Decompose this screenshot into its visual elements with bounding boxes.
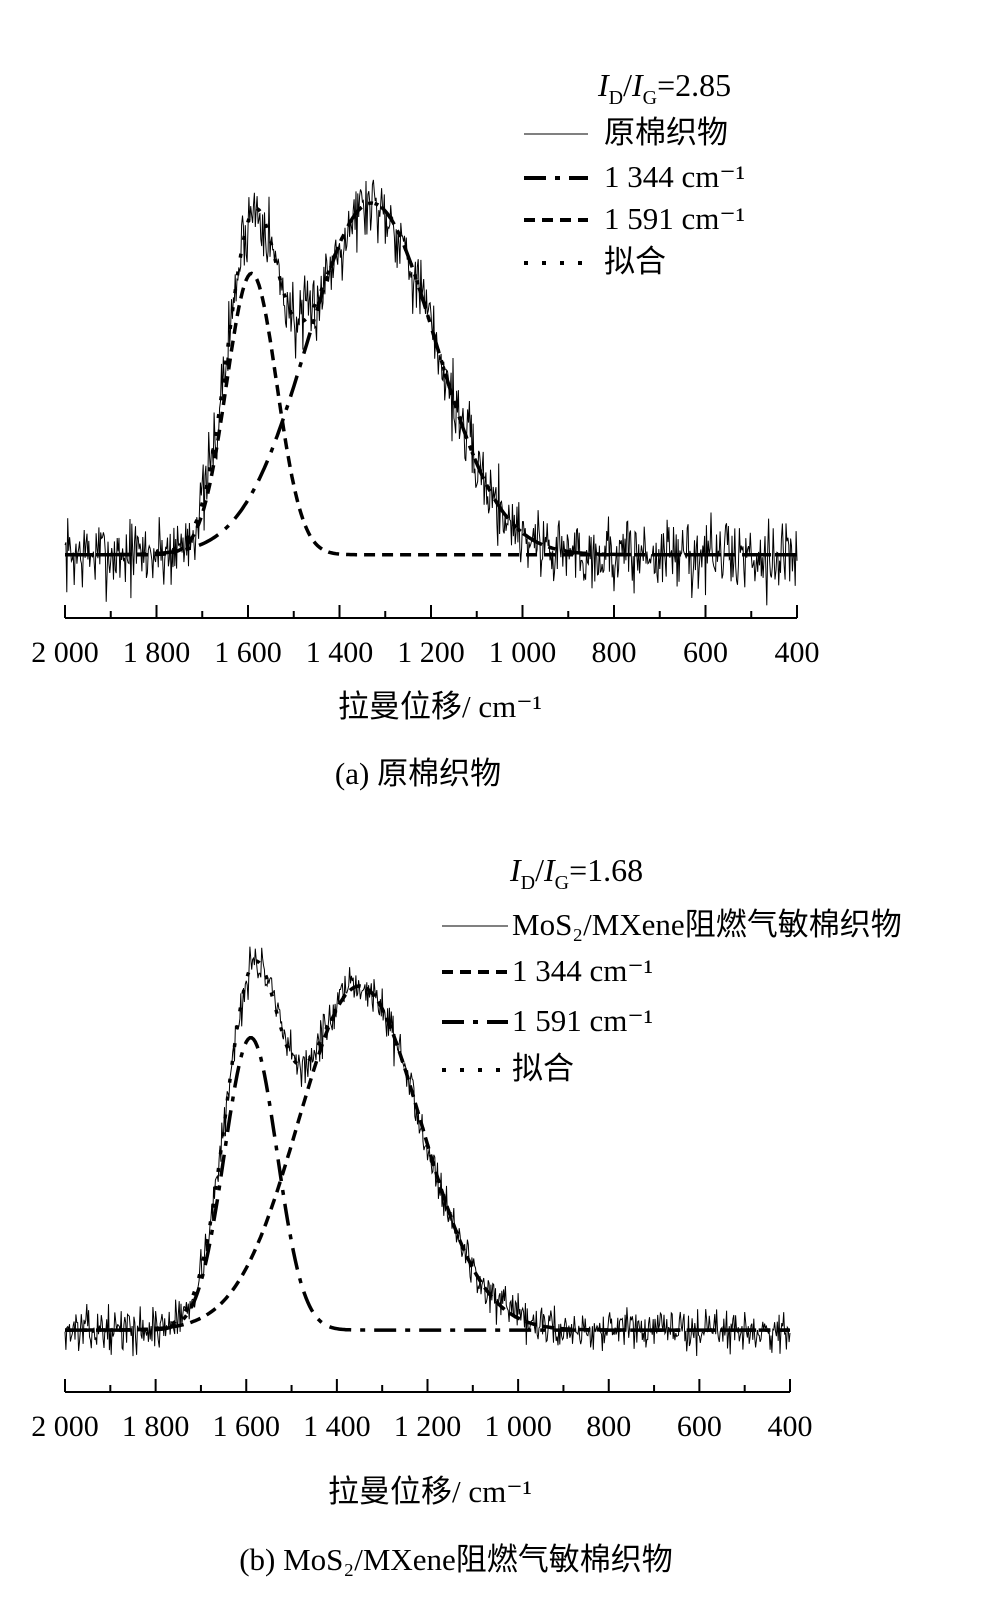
raw-spectrum-line bbox=[64, 179, 798, 606]
x-tick-label: 1 000 bbox=[489, 636, 557, 669]
x-tick-label: 400 bbox=[768, 1410, 813, 1443]
x-tick-label: 400 bbox=[775, 636, 820, 669]
panel-a-legend: 原棉织物 1 344 cm⁻¹ 1 591 cm⁻¹ 拟合 bbox=[524, 115, 745, 279]
panel-b: 2 000 1 800 1 600 1 400 1 200 1 000 800 600 400 … bbox=[31, 852, 901, 1577]
x-tick-label: 2 000 bbox=[31, 1410, 99, 1443]
x-tick-label: 1 200 bbox=[394, 1410, 462, 1443]
legend-label-d-band: 1 344 cm⁻¹ bbox=[604, 159, 745, 194]
panel-b-caption: (b) MoS₂/MXene阻燃气敏棉织物 bbox=[239, 1542, 673, 1577]
legend-label-raw: 原棉织物 bbox=[604, 115, 728, 150]
x-tick-label: 1 200 bbox=[397, 636, 465, 669]
panel-b-x-axis: 2 000 1 800 1 600 1 400 1 200 1 000 800 600 400 bbox=[31, 1379, 813, 1443]
x-tick-label: 800 bbox=[586, 1410, 631, 1443]
legend-label-fit: 拟合 bbox=[512, 1051, 574, 1086]
x-tick-label: 1 400 bbox=[303, 1410, 371, 1443]
panel-b-x-axis-title: 拉曼位移/ cm⁻¹ bbox=[328, 1474, 532, 1509]
panel-a-x-axis: 2 000 1 800 1 600 1 400 1 200 1 000 800 600 400 bbox=[31, 605, 820, 669]
x-tick-label: 1 400 bbox=[306, 636, 374, 669]
panel-b-series-layer bbox=[64, 946, 791, 1357]
panel-a-caption: (a) 原棉织物 bbox=[335, 756, 501, 791]
panel-a-x-axis-title: 拉曼位移/ cm⁻¹ bbox=[338, 689, 542, 724]
cumulative-fit-line bbox=[65, 959, 790, 1332]
panel-a-ratio-label: ID/IG=2.85 bbox=[597, 67, 731, 109]
raw-spectrum-line bbox=[64, 946, 791, 1357]
x-tick-label: 1 600 bbox=[213, 1410, 281, 1443]
legend-label-raw: MoS₂/MXene阻燃气敏棉织物 bbox=[512, 907, 902, 942]
cumulative-fit-line bbox=[65, 201, 797, 557]
x-tick-label: 1 600 bbox=[214, 636, 282, 669]
x-tick-label: 2 000 bbox=[31, 636, 99, 669]
legend-label-d-band: 1 344 cm⁻¹ bbox=[512, 953, 653, 988]
legend-label-g-band: 1 591 cm⁻¹ bbox=[604, 201, 745, 236]
x-tick-label: 600 bbox=[677, 1410, 722, 1443]
x-tick-label: 600 bbox=[683, 636, 728, 669]
fit-peak-1330-line bbox=[65, 201, 797, 557]
legend-label-g-band: 1 591 cm⁻¹ bbox=[512, 1003, 653, 1038]
x-tick-label: 800 bbox=[592, 636, 637, 669]
panel-a-series-layer bbox=[64, 179, 798, 606]
x-tick-label: 1 800 bbox=[122, 1410, 190, 1443]
x-tick-label: 1 000 bbox=[484, 1410, 552, 1443]
legend-label-fit: 拟合 bbox=[604, 244, 666, 279]
fit-peak-1590-line bbox=[65, 1036, 790, 1332]
panel-b-legend: MoS₂/MXene阻燃气敏棉织物 1 344 cm⁻¹ 1 591 cm⁻¹ … bbox=[442, 907, 902, 1086]
panel-a: 2 000 1 800 1 600 1 400 1 200 1 000 800 600 400 … bbox=[31, 67, 819, 791]
fit-peak-1350-line bbox=[65, 984, 790, 1332]
panel-b-ratio-label: ID/IG=1.68 bbox=[509, 852, 643, 894]
x-tick-label: 1 800 bbox=[123, 636, 191, 669]
